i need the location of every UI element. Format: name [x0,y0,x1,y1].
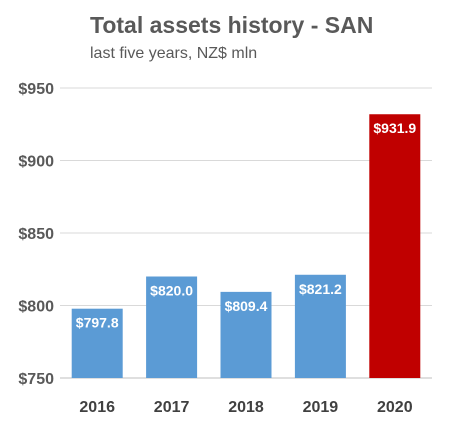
y-tick-label: $900 [18,154,54,171]
data-label: $821.2 [299,281,342,297]
bar [146,276,198,378]
bar [220,291,272,378]
data-label: $820.0 [150,283,193,299]
bar [369,114,421,379]
bar [294,274,346,378]
y-tick-label: $950 [18,81,54,98]
bar [71,308,123,378]
data-label: $931.9 [373,120,416,136]
x-tick-label: 2019 [303,399,339,416]
x-tick-label: 2020 [377,399,413,416]
chart-title: Total assets history - SAN [90,12,374,38]
y-tick-label: $800 [18,299,54,316]
x-tick-label: 2016 [79,399,115,416]
x-tick-label: 2017 [154,399,190,416]
y-tick-label: $850 [18,226,54,243]
x-tick-label: 2018 [228,399,264,416]
data-label: $809.4 [225,298,268,314]
data-label: $797.8 [76,315,119,331]
y-tick-label: $750 [18,371,54,388]
chart-subtitle: last five years, NZ$ mln [90,45,258,62]
